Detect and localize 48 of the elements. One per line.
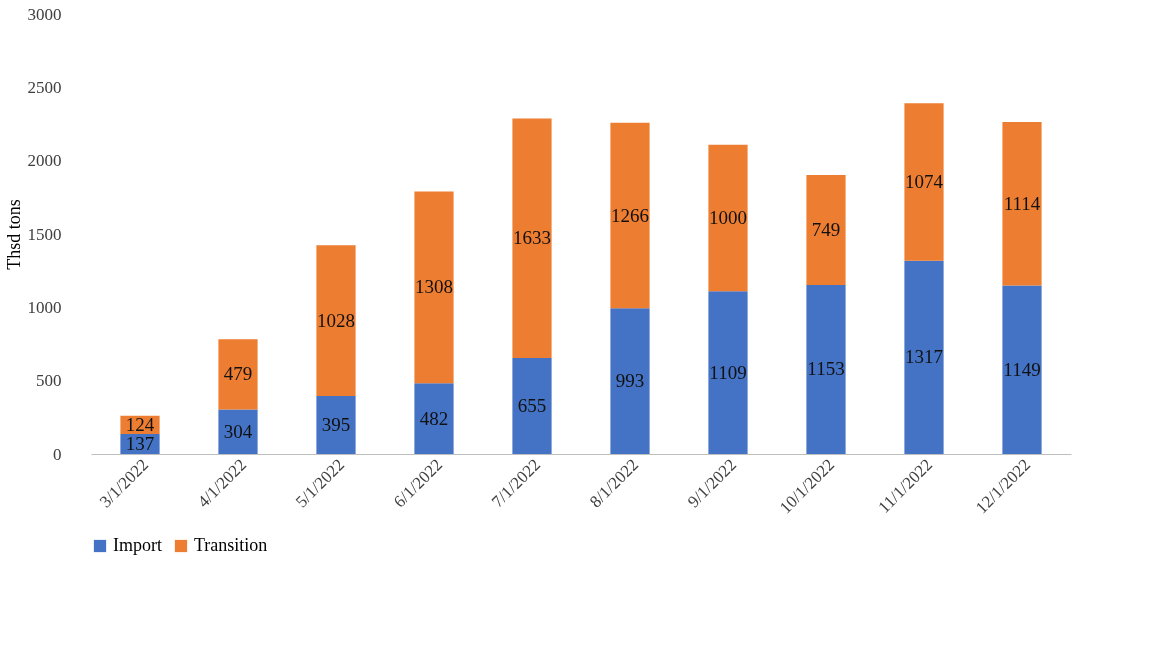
bar (1002, 122, 1042, 286)
data-label: 993 (615, 370, 645, 392)
data-label: 1000 (709, 207, 747, 229)
bar (512, 357, 552, 454)
data-label: 1153 (807, 358, 845, 380)
bar (904, 103, 944, 261)
bar (218, 409, 258, 454)
bar (218, 339, 258, 410)
data-label: 395 (321, 414, 351, 436)
data-label: 1308 (415, 276, 453, 298)
bar (610, 122, 650, 309)
bar (708, 144, 748, 292)
bar (414, 383, 454, 454)
data-label: 482 (419, 407, 449, 429)
data-label: 1317 (905, 346, 943, 368)
bar (414, 191, 454, 384)
bar (610, 308, 650, 454)
bar (806, 284, 846, 454)
data-label: 137 (125, 432, 155, 454)
data-label: 1114 (1003, 192, 1041, 214)
y-tick-label: 2500 (27, 77, 62, 97)
data-label: 1149 (1003, 358, 1041, 380)
bar (806, 175, 846, 285)
y-tick-label: 2000 (27, 151, 62, 171)
data-label: 1028 (317, 309, 355, 331)
y-axis-title: Thsd tons (3, 199, 24, 270)
legend-label: Import (113, 535, 162, 555)
data-label: 304 (223, 420, 253, 442)
data-label: 1633 (513, 227, 551, 249)
bar (316, 245, 356, 397)
y-tick-label: 1500 (27, 224, 62, 244)
bar (1002, 285, 1042, 454)
data-label: 655 (517, 394, 547, 416)
bar (316, 396, 356, 454)
data-label: 749 (811, 218, 841, 240)
y-tick-label: 500 (36, 371, 62, 391)
bar (512, 118, 552, 358)
y-tick-label: 0 (53, 444, 62, 464)
data-label: 1266 (611, 204, 649, 226)
data-label: 479 (223, 363, 253, 385)
data-label: 124 (125, 413, 155, 435)
data-label: 1074 (905, 171, 944, 193)
data-label: 1109 (709, 361, 747, 383)
y-tick-label: 1000 (27, 297, 62, 317)
legend-label: Transition (194, 535, 268, 555)
bar (708, 291, 748, 454)
bar (904, 260, 944, 454)
y-tick-label: 3000 (27, 4, 62, 24)
